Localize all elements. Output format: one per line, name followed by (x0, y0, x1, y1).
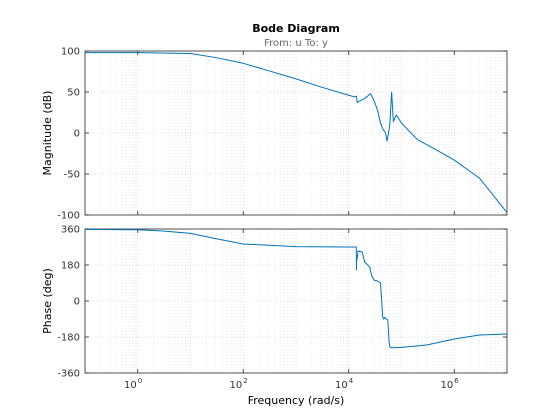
magnitude-line (85, 52, 508, 213)
magnitude-y-ticks: 100 50 0 -50 -100 (57, 47, 507, 222)
x-tick-label-exponent: 2 (243, 377, 247, 385)
magnitude-y-tick-label: -100 (57, 211, 80, 222)
x-tick-labels: 10 0 10 2 10 4 10 6 (124, 377, 459, 391)
chart-subtitle: From: u To: y (264, 38, 328, 49)
x-tick-label-base: 10 (230, 380, 243, 391)
x-tick-label-base: 10 (441, 380, 454, 391)
phase-ylabel: Phase (deg) (41, 268, 54, 334)
x-tick-label-exponent: 0 (138, 377, 142, 385)
phase-y-tick-label: -180 (57, 333, 80, 344)
magnitude-y-tick-label: -50 (64, 170, 80, 181)
phase-axes-box (84, 228, 508, 374)
x-tick-label-exponent: 4 (349, 377, 354, 385)
x-tick-label-base: 10 (335, 380, 348, 391)
x-axis-label: Frequency (rad/s) (248, 394, 345, 407)
phase-y-tick-label: -360 (57, 369, 80, 380)
magnitude-axes-box (84, 50, 508, 216)
chart-title: Bode Diagram (252, 22, 340, 35)
phase-line (84, 228, 508, 349)
phase-y-tick-label: 360 (61, 225, 80, 236)
magnitude-grid (84, 51, 508, 215)
magnitude-y-tick-label: 100 (61, 47, 80, 58)
phase-y-tick-label: 180 (61, 261, 80, 272)
x-tick-label-base: 10 (124, 380, 137, 391)
magnitude-y-tick-label: 50 (67, 88, 80, 99)
magnitude-y-tick-label: 0 (74, 129, 80, 140)
x-tick-label-exponent: 6 (454, 377, 459, 385)
phase-y-tick-label: 0 (74, 297, 80, 308)
magnitude-ylabel: Magnitude (dB) (41, 91, 54, 176)
